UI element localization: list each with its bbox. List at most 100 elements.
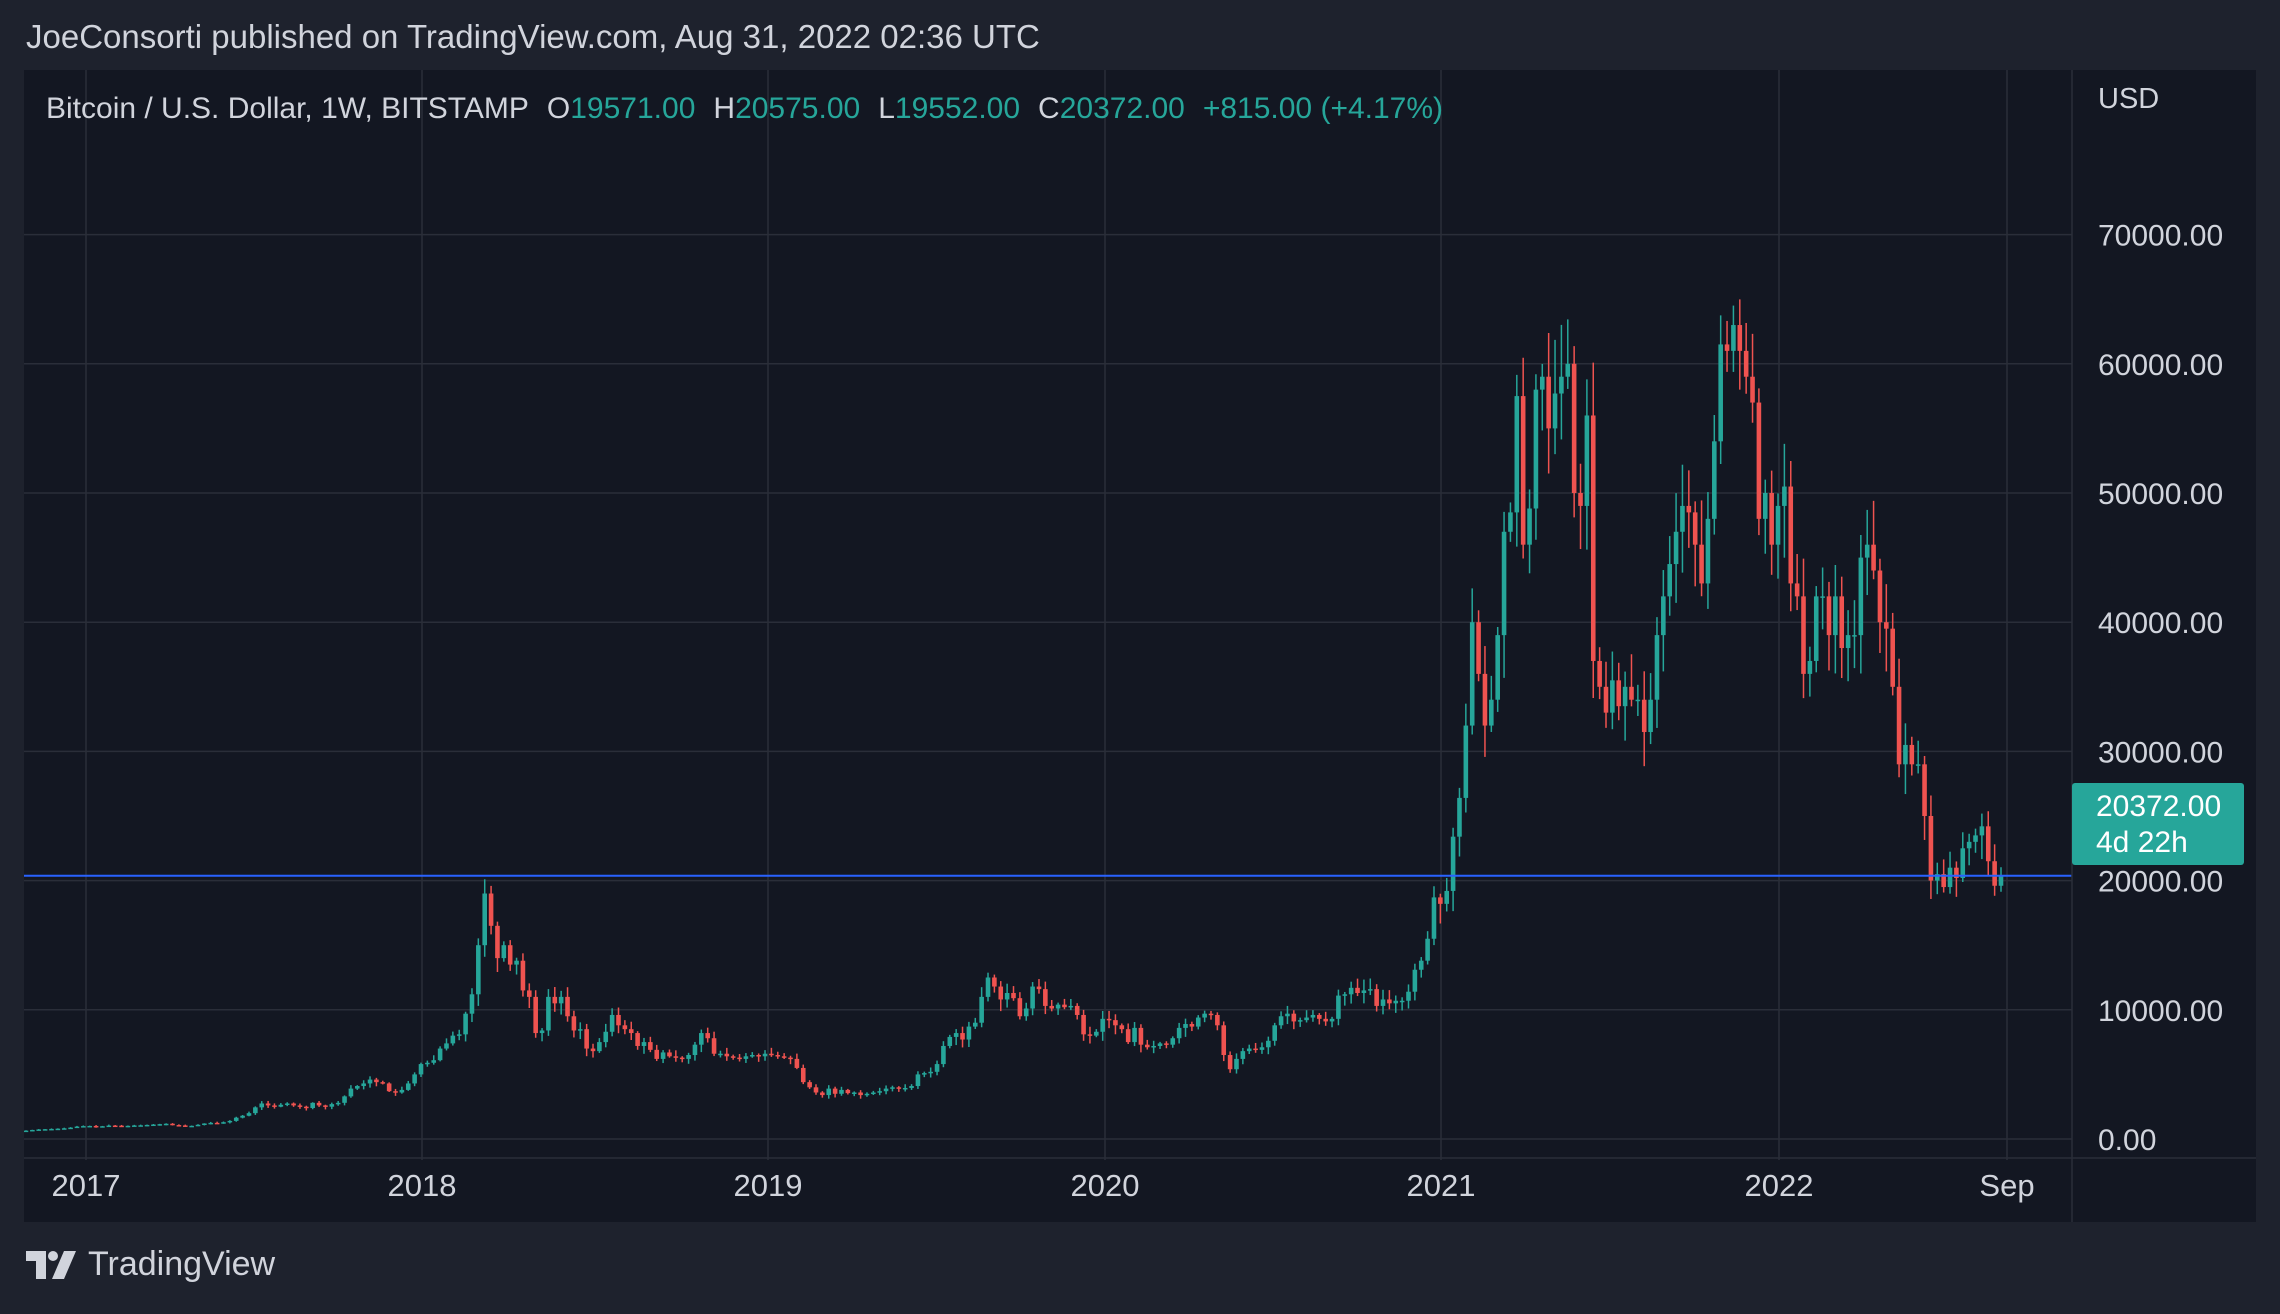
candle-body bbox=[1495, 635, 1500, 700]
publisher-line: JoeConsorti published on TradingView.com… bbox=[26, 18, 1040, 55]
candle-body bbox=[386, 1083, 392, 1092]
candle bbox=[1782, 443, 1787, 558]
candle-body bbox=[157, 1124, 163, 1126]
candle-body bbox=[189, 1125, 194, 1128]
candle bbox=[1450, 827, 1456, 912]
candle bbox=[1272, 1022, 1278, 1046]
candle bbox=[1310, 1010, 1316, 1022]
candle-body bbox=[450, 1035, 456, 1044]
candle-body bbox=[1756, 402, 1762, 519]
candle-body bbox=[1909, 744, 1915, 765]
candle bbox=[144, 1124, 150, 1127]
candle bbox=[947, 1034, 953, 1049]
candle-body bbox=[144, 1124, 150, 1127]
candle-body bbox=[1227, 1055, 1233, 1070]
candle-body bbox=[1304, 1017, 1309, 1021]
candle bbox=[1826, 581, 1832, 671]
candle bbox=[737, 1054, 742, 1062]
candle-body bbox=[1686, 505, 1692, 513]
symbol-description[interactable]: Bitcoin / U.S. Dollar, 1W, BITSTAMP bbox=[46, 92, 529, 125]
candle-body bbox=[81, 1126, 86, 1128]
candle bbox=[1240, 1047, 1246, 1065]
candle bbox=[1737, 299, 1743, 390]
candle bbox=[705, 1027, 710, 1043]
tradingview-logo[interactable]: TradingView bbox=[26, 1245, 275, 1284]
candle-body bbox=[609, 1014, 615, 1032]
candle bbox=[55, 1128, 61, 1131]
candle bbox=[1246, 1044, 1252, 1055]
candle bbox=[922, 1071, 927, 1078]
candle bbox=[1374, 984, 1379, 1012]
candle-body bbox=[699, 1033, 704, 1045]
candle-body bbox=[673, 1056, 679, 1058]
candle bbox=[393, 1088, 398, 1096]
candle-body bbox=[896, 1087, 902, 1089]
price-chart[interactable]: 0.00 10000.00 20000.00 30000.00 40000.00 5000… bbox=[24, 70, 2256, 1222]
candle bbox=[1756, 388, 1762, 536]
candle bbox=[1144, 1039, 1150, 1050]
candle-body bbox=[176, 1125, 182, 1127]
candle bbox=[1463, 703, 1469, 813]
tradingview-brand: TradingView bbox=[88, 1245, 276, 1283]
candle-body bbox=[214, 1122, 220, 1125]
candle-body bbox=[1979, 826, 1985, 836]
candle bbox=[565, 987, 570, 1022]
candle-body bbox=[1794, 583, 1800, 597]
candle-body bbox=[1699, 544, 1704, 584]
candle-body bbox=[1062, 1004, 1067, 1008]
candle bbox=[157, 1123, 163, 1126]
candle bbox=[469, 988, 475, 1023]
candle-body bbox=[947, 1036, 953, 1046]
candle bbox=[1043, 981, 1048, 1015]
candle bbox=[1922, 756, 1927, 840]
candle-body bbox=[1877, 570, 1883, 623]
candle-body bbox=[1947, 867, 1953, 888]
candle-body bbox=[278, 1104, 284, 1107]
candle-body bbox=[922, 1073, 927, 1075]
candle bbox=[380, 1080, 386, 1085]
candle-body bbox=[1724, 344, 1730, 351]
last-price-value: 20372.00 bbox=[2096, 790, 2221, 823]
candle-body bbox=[1578, 493, 1583, 506]
candle bbox=[1559, 324, 1564, 440]
chart-area[interactable]: 0.00 10000.00 20000.00 30000.00 40000.00 5000… bbox=[24, 70, 2256, 1222]
candle bbox=[323, 1104, 328, 1110]
candle-body bbox=[1004, 993, 1010, 1000]
candle-body bbox=[323, 1105, 328, 1107]
candle-body bbox=[182, 1125, 188, 1127]
candle bbox=[151, 1124, 156, 1127]
candle bbox=[1603, 661, 1609, 728]
candle bbox=[208, 1121, 214, 1125]
candle-body bbox=[463, 1013, 468, 1035]
candle bbox=[1667, 536, 1673, 616]
candle bbox=[902, 1084, 908, 1092]
candle bbox=[648, 1036, 653, 1053]
candle bbox=[297, 1103, 303, 1109]
candle-body bbox=[858, 1092, 863, 1096]
candle bbox=[81, 1125, 86, 1128]
candle bbox=[1227, 1051, 1233, 1073]
candle bbox=[998, 981, 1004, 1012]
candle bbox=[163, 1123, 169, 1126]
candle bbox=[1457, 787, 1462, 857]
candle-body bbox=[1081, 1014, 1086, 1035]
candle bbox=[1769, 470, 1774, 575]
candle-body bbox=[304, 1106, 309, 1109]
candle-body bbox=[1813, 596, 1819, 661]
candle bbox=[367, 1076, 373, 1088]
candle bbox=[24, 1130, 29, 1133]
candle-body bbox=[1431, 897, 1437, 939]
candle bbox=[291, 1102, 296, 1107]
candle bbox=[1884, 584, 1889, 672]
candle-body bbox=[1189, 1024, 1195, 1027]
candle bbox=[1686, 470, 1692, 548]
candle bbox=[1584, 379, 1590, 550]
candle-body bbox=[1278, 1016, 1284, 1026]
candle-body bbox=[1533, 389, 1539, 509]
candle-body bbox=[820, 1092, 825, 1096]
candle bbox=[1030, 982, 1035, 1016]
candle-body bbox=[1329, 1018, 1335, 1022]
candle bbox=[775, 1051, 781, 1059]
candle-body bbox=[1508, 512, 1513, 532]
candle-body bbox=[418, 1064, 424, 1075]
